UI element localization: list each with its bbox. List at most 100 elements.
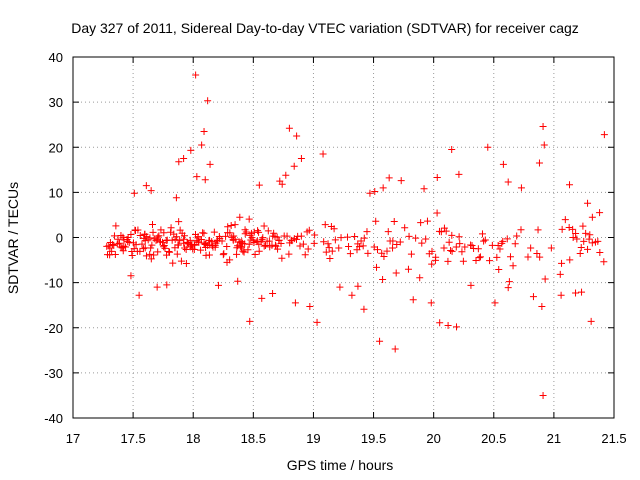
x-tick-label: 18.5 bbox=[241, 431, 266, 446]
data-point bbox=[572, 230, 580, 238]
data-point bbox=[148, 241, 156, 249]
data-point bbox=[285, 124, 293, 132]
data-point bbox=[236, 213, 244, 221]
data-point bbox=[161, 244, 169, 252]
data-point bbox=[230, 232, 238, 240]
data-point bbox=[535, 159, 543, 167]
data-point bbox=[321, 221, 329, 229]
data-point bbox=[565, 224, 573, 232]
data-point bbox=[437, 228, 445, 236]
data-point bbox=[136, 247, 144, 255]
data-point bbox=[336, 283, 344, 291]
data-point bbox=[275, 236, 283, 244]
data-point bbox=[255, 247, 263, 255]
data-point bbox=[224, 223, 232, 231]
data-point bbox=[417, 219, 425, 227]
data-point bbox=[596, 209, 604, 217]
data-point bbox=[588, 213, 596, 221]
data-point bbox=[594, 237, 602, 245]
data-point bbox=[167, 228, 175, 236]
data-point bbox=[187, 146, 195, 154]
data-point bbox=[346, 250, 354, 258]
data-point bbox=[282, 171, 290, 179]
data-point bbox=[372, 217, 380, 225]
data-point bbox=[177, 257, 185, 265]
data-point bbox=[330, 225, 338, 233]
data-point bbox=[517, 226, 525, 234]
data-point bbox=[376, 337, 384, 345]
data-point bbox=[237, 244, 245, 252]
y-axis-label: SDTVAR / TECUs bbox=[5, 182, 21, 294]
data-point bbox=[260, 222, 268, 230]
data-point bbox=[468, 242, 476, 250]
data-point bbox=[586, 231, 594, 239]
data-point bbox=[572, 289, 580, 297]
data-point bbox=[328, 247, 336, 255]
data-point bbox=[373, 246, 381, 254]
data-point bbox=[418, 239, 426, 247]
data-point bbox=[541, 275, 549, 283]
data-point bbox=[491, 299, 499, 307]
chart-title: Day 327 of 2011, Sidereal Day-to-day VTE… bbox=[71, 20, 579, 36]
y-tick-label: -30 bbox=[44, 366, 63, 381]
data-point bbox=[556, 270, 564, 278]
data-point bbox=[576, 250, 584, 258]
data-point bbox=[351, 233, 359, 241]
data-point bbox=[343, 233, 351, 241]
x-tick-label: 17.5 bbox=[120, 431, 145, 446]
data-point bbox=[474, 245, 482, 253]
data-point bbox=[111, 251, 119, 259]
data-point bbox=[136, 232, 144, 240]
data-point bbox=[293, 235, 301, 243]
x-tick-label: 19 bbox=[306, 431, 320, 446]
data-point bbox=[218, 237, 226, 245]
data-point bbox=[147, 187, 155, 195]
data-point bbox=[432, 253, 440, 261]
data-point bbox=[538, 303, 546, 311]
data-point bbox=[325, 244, 333, 252]
data-point bbox=[440, 244, 448, 252]
data-point bbox=[198, 141, 206, 149]
data-point bbox=[165, 247, 173, 255]
data-point bbox=[220, 250, 228, 258]
data-point bbox=[505, 278, 513, 286]
data-point bbox=[127, 272, 135, 280]
data-point bbox=[146, 234, 154, 242]
data-point bbox=[175, 218, 183, 226]
data-point bbox=[436, 319, 444, 327]
data-point bbox=[114, 235, 122, 243]
data-point bbox=[250, 238, 258, 246]
data-point bbox=[239, 247, 247, 255]
data-point bbox=[135, 291, 143, 299]
data-point bbox=[173, 233, 181, 241]
data-point bbox=[407, 250, 415, 258]
data-point bbox=[456, 240, 464, 248]
data-point bbox=[416, 274, 424, 282]
data-point bbox=[385, 174, 393, 182]
data-point bbox=[569, 225, 577, 233]
data-point bbox=[390, 217, 398, 225]
data-point bbox=[305, 226, 313, 234]
data-point bbox=[391, 345, 399, 353]
data-point bbox=[306, 303, 314, 311]
data-point bbox=[540, 141, 548, 149]
data-point bbox=[379, 275, 387, 283]
data-point bbox=[245, 240, 253, 248]
data-point bbox=[240, 248, 248, 256]
data-point bbox=[142, 252, 150, 260]
data-point bbox=[533, 249, 541, 257]
data-point bbox=[459, 257, 467, 265]
data-point bbox=[433, 173, 441, 181]
data-point bbox=[226, 229, 234, 237]
data-point bbox=[194, 234, 202, 242]
data-point bbox=[539, 122, 547, 130]
data-point bbox=[246, 317, 254, 325]
data-point bbox=[200, 127, 208, 135]
data-point bbox=[160, 242, 168, 250]
data-point bbox=[226, 256, 234, 264]
data-point bbox=[176, 237, 184, 245]
data-point bbox=[579, 222, 587, 230]
data-point bbox=[163, 251, 171, 259]
data-point bbox=[420, 185, 428, 193]
data-point bbox=[265, 237, 273, 245]
